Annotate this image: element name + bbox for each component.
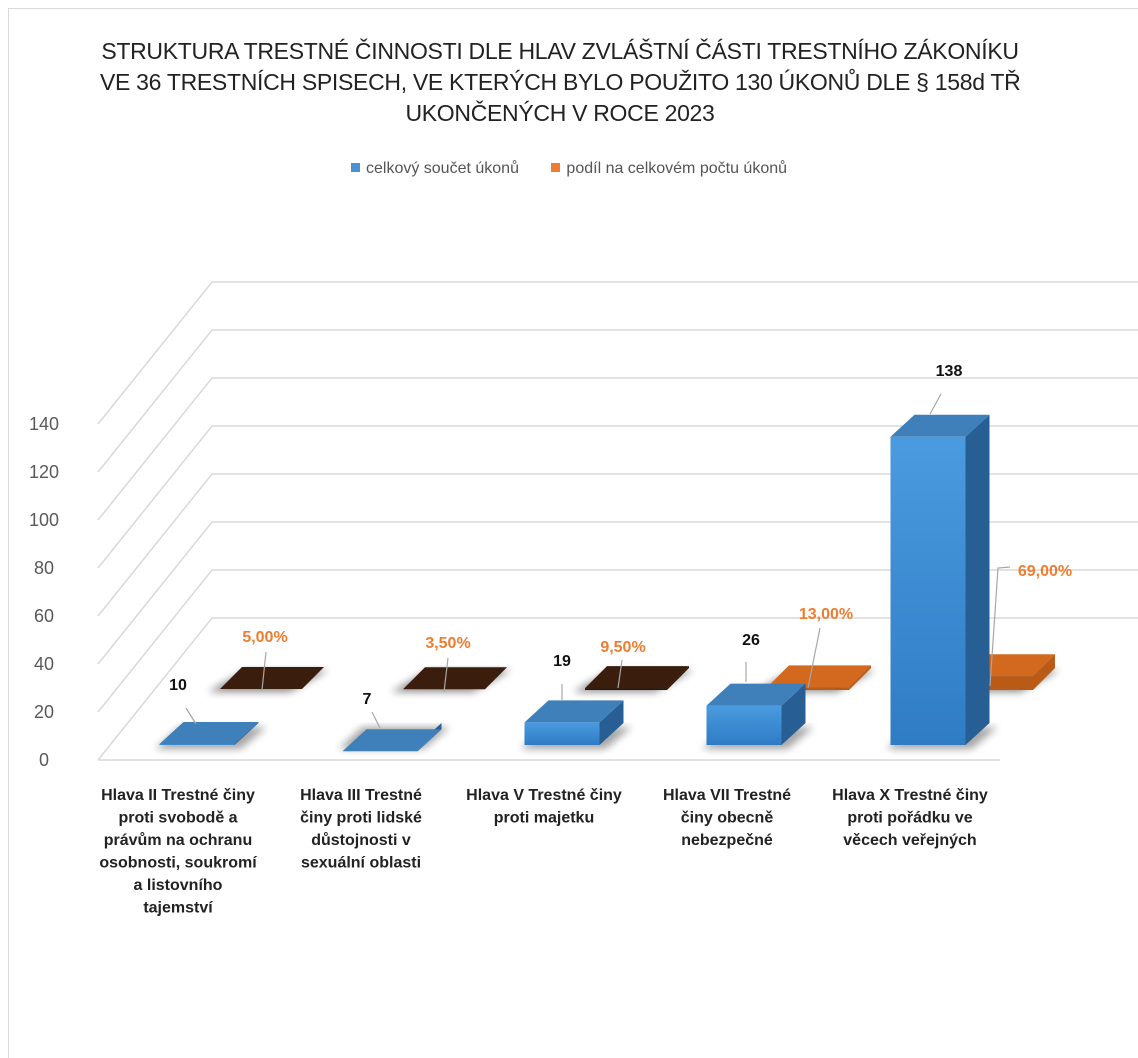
grid-line xyxy=(97,377,1138,521)
data-label-leader xyxy=(371,711,381,729)
data-labels: 10 7 19 26 138 5,00% 3,50% 9,50% 13,00% 69,00% xyxy=(169,363,1072,729)
x-category-label-line: sexuální oblasti xyxy=(301,855,421,872)
grid-line xyxy=(97,617,1138,761)
data-label-share: 13,00% xyxy=(799,606,853,623)
y-tick-label: 120 xyxy=(29,462,59,482)
grid-line xyxy=(97,329,1138,473)
share-plate-front xyxy=(585,688,667,690)
data-label-total: 10 xyxy=(169,677,187,694)
y-axis-ticks: 0 20 40 60 80 100 120 140 xyxy=(29,414,59,770)
chart-title-line-1: STRUKTURA TRESTNÉ ČINNOSTI DLE HLAV ZVLÁ… xyxy=(101,38,1019,64)
data-label-leader xyxy=(989,566,1011,687)
bar xyxy=(706,705,782,745)
bar-top xyxy=(342,729,442,752)
y-tick-label: 40 xyxy=(34,654,54,674)
data-label-leader xyxy=(617,659,623,689)
data-label-leader xyxy=(807,627,821,689)
bar xyxy=(890,436,966,745)
y-tick-label: 0 xyxy=(39,750,49,770)
data-label-share: 69,00% xyxy=(1018,563,1072,580)
x-category-label: Hlava X Trestné činy proti pořádku ve věce… xyxy=(832,787,988,849)
chart-frame xyxy=(8,8,1138,1058)
x-category-label-line: tajemství xyxy=(143,900,213,917)
share-plate xyxy=(585,666,689,689)
x-category-label-line: Hlava III Trestné xyxy=(300,787,422,804)
share-plate xyxy=(403,667,507,690)
x-category-label-line: Hlava VII Trestné xyxy=(663,787,791,804)
x-category-label-line: proti majetku xyxy=(494,810,594,827)
grid-line xyxy=(97,281,1138,425)
x-category-label: Hlava II Trestné činy proti svobodě a práv… xyxy=(99,787,257,917)
y-tick-label: 80 xyxy=(34,558,54,578)
data-label-total: 19 xyxy=(553,653,571,670)
data-label-share: 3,50% xyxy=(425,635,470,652)
data-label-leader xyxy=(443,657,449,693)
x-category-label: Hlava V Trestné činy proti majetku xyxy=(466,787,622,827)
legend-swatch-orange xyxy=(551,163,561,172)
x-category-label-line: Hlava V Trestné činy xyxy=(466,787,622,804)
share-plate-front xyxy=(767,687,849,690)
data-label-share: 5,00% xyxy=(242,629,287,646)
grid-line xyxy=(97,473,1138,617)
chart-title-line-3: UKONČENÝCH V ROCE 2023 xyxy=(405,100,715,126)
x-category-label-line: proti svobodě a xyxy=(118,810,237,827)
legend-label-total: celkový součet úkonů xyxy=(365,160,519,177)
share-plate-side xyxy=(667,666,689,690)
legend-swatch-blue xyxy=(350,163,360,172)
grid-line xyxy=(97,425,1138,569)
data-label-total: 26 xyxy=(742,632,760,649)
x-category-label-line: důstojnosti v xyxy=(311,832,411,849)
share-plate xyxy=(220,667,324,689)
x-category-label-line: Hlava II Trestné činy xyxy=(101,787,255,804)
chart-legend: celkový součet úkonů podíl na celkovém p… xyxy=(0,160,1138,178)
x-category-label-line: a listovního xyxy=(134,877,223,894)
share-plate-side xyxy=(849,665,871,690)
chart-title: STRUKTURA TRESTNÉ ČINNOSTI DLE HLAV ZVLÁ… xyxy=(100,36,1021,129)
legend-label-share: podíl na celkovém počtu úkonů xyxy=(566,160,788,177)
x-category-label: Hlava III Trestné činy proti lidské důstoj… xyxy=(300,787,422,872)
grid-line xyxy=(97,569,1138,713)
series-total-bars xyxy=(155,414,998,752)
share-plate-side xyxy=(1033,654,1055,690)
y-tick-label: 20 xyxy=(34,702,54,722)
x-category-label-line: právům na ochranu xyxy=(104,832,252,849)
bar-side xyxy=(599,700,624,745)
data-label-total: 7 xyxy=(363,691,372,708)
chart-title-line-2: VE 36 TRESTNÍCH SPISECH, VE KTERÝCH BYLO… xyxy=(100,69,1021,95)
data-label-leader xyxy=(261,651,267,691)
legend-item-total: celkový součet úkonů xyxy=(350,160,519,178)
y-tick-label: 60 xyxy=(34,606,54,626)
legend-item-share: podíl na celkovém počtu úkonů xyxy=(551,160,787,178)
grid-lines xyxy=(97,281,1138,761)
share-plate xyxy=(767,665,871,688)
data-label-total: 138 xyxy=(936,363,963,380)
bar-top xyxy=(159,722,259,744)
x-category-label-line: věcech veřejných xyxy=(843,832,976,849)
data-label-leader xyxy=(929,393,942,415)
bar xyxy=(524,722,600,745)
x-category-label-line: proti pořádku ve xyxy=(847,810,972,827)
x-category-label-line: Hlava X Trestné činy xyxy=(832,787,988,804)
y-tick-label: 140 xyxy=(29,414,59,434)
bar-side xyxy=(965,414,990,745)
data-label-leader xyxy=(185,707,197,725)
data-label-share: 9,50% xyxy=(600,639,645,656)
grid-line xyxy=(97,521,1138,665)
bar-top xyxy=(706,683,806,706)
bar-top xyxy=(524,700,624,723)
y-tick-label: 100 xyxy=(29,510,59,530)
bar-side xyxy=(781,683,806,745)
x-category-label-line: osobnosti, soukromí xyxy=(99,855,257,872)
x-category-label: Hlava VII Trestné činy obecně nebezpečné xyxy=(663,787,791,849)
bar-top xyxy=(890,414,990,437)
x-category-label-line: nebezpečné xyxy=(681,832,773,849)
x-axis-categories: Hlava II Trestné činy proti svobodě a práv… xyxy=(99,787,988,917)
x-category-label-line: činy proti lidské xyxy=(300,810,422,827)
x-category-label-line: činy obecně xyxy=(681,810,774,827)
bar xyxy=(159,744,235,745)
bar-side xyxy=(234,722,259,745)
